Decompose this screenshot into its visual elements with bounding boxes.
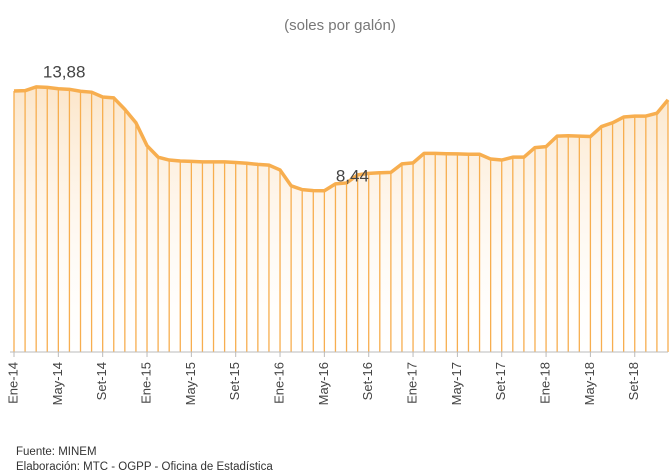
- x-tick-label: Set-14: [94, 362, 109, 400]
- x-tick-label: May-15: [183, 362, 198, 405]
- x-tick-label: Set-15: [227, 362, 242, 400]
- x-tick-label: Set-18: [626, 362, 641, 400]
- credit-note: Elaboración: MTC - OGPP - Oficina de Est…: [16, 461, 273, 473]
- chart-subtitle: (soles por galón): [284, 17, 396, 34]
- x-tick-label: Set-17: [493, 362, 508, 400]
- x-tick-label: May-16: [316, 362, 331, 405]
- x-tick-label: Ene-14: [5, 362, 20, 404]
- x-tick-label: Ene-15: [138, 362, 153, 404]
- x-tick-label: Ene-17: [404, 362, 419, 404]
- area-fill: [14, 86, 668, 352]
- source-note: Fuente: MINEM: [16, 446, 97, 458]
- x-tick-label: May-18: [582, 362, 597, 405]
- x-tick-label: Ene-18: [538, 362, 553, 404]
- x-tick-label: May-17: [449, 362, 464, 405]
- x-tick-label: May-14: [50, 362, 65, 405]
- data-label: 8,44: [336, 166, 369, 185]
- data-label: 13,88: [43, 62, 86, 81]
- x-tick-label: Set-16: [360, 362, 375, 400]
- series-line: [13, 85, 670, 193]
- x-tick-label: Ene-16: [271, 362, 286, 404]
